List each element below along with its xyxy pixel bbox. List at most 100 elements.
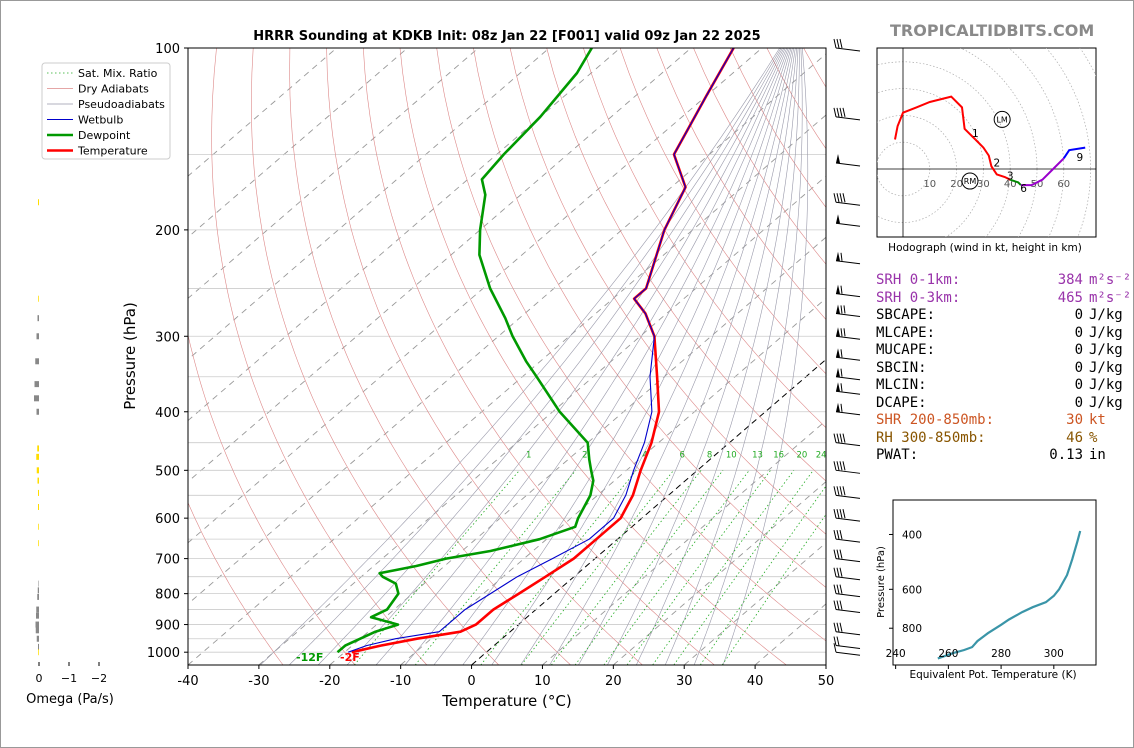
omega-bar <box>38 295 39 302</box>
wind-barb-shaft <box>835 356 861 361</box>
mixing-ratio-line <box>721 513 826 665</box>
thetae-y-tick-label: 800 <box>902 623 922 635</box>
stat-label: SBCIN: <box>876 359 927 376</box>
wind-barb-shaft <box>835 222 861 227</box>
mixing-ratio-label: 10 <box>726 451 737 461</box>
hodograph-trace <box>974 138 1011 181</box>
mixing-ratio-line <box>550 470 702 665</box>
dry-adiabat <box>251 48 500 665</box>
stat-row: PWAT: 0.13 in <box>876 447 1131 465</box>
wind-barb-flag <box>836 382 840 392</box>
wind-barb-shaft <box>835 335 861 340</box>
wind-barb-feather <box>842 107 846 117</box>
watermark: TROPICALTIDBITS.COM <box>890 21 1095 40</box>
mixing-ratio-label: 30 <box>840 451 851 461</box>
isotherm-line <box>329 236 826 665</box>
omega-bar <box>36 453 39 460</box>
legend-label: Pseudoadiabats <box>78 98 165 111</box>
wind-barb-shaft <box>835 517 861 522</box>
wind-barb-shaft <box>835 538 861 543</box>
dry-adiabat <box>289 48 571 665</box>
surface-dewpoint-label: -12F <box>296 651 323 664</box>
wind-barb-shaft <box>835 651 861 656</box>
wind-barb-feather <box>840 285 843 294</box>
wind-barb-shaft <box>835 162 861 167</box>
mixing-ratio-line <box>673 470 814 665</box>
y-tick-label: 900 <box>155 619 180 634</box>
wind-barb-feather <box>836 38 840 49</box>
wind-barb-feather <box>839 509 843 519</box>
mixing-ratio-label: 4 <box>642 451 647 461</box>
wind-barb-feather <box>833 38 837 49</box>
dry-adiabat <box>546 48 826 482</box>
wind-barb-feather <box>836 567 840 577</box>
wind-barb-feather <box>839 600 843 610</box>
wind-barb-feather <box>833 567 837 577</box>
stat-value: 46 <box>1066 429 1083 446</box>
wind-barb-feather <box>842 433 846 443</box>
stat-value: 0 <box>1074 307 1083 323</box>
stat-label: DCAPE: <box>876 394 927 411</box>
omega-bar <box>36 635 39 642</box>
thetae-plot <box>937 530 1082 660</box>
thetae-ylabel: Pressure (hPa) <box>876 546 887 618</box>
wind-barbs <box>833 38 861 665</box>
dry-adiabat <box>436 48 826 642</box>
dry-adiabat <box>188 333 356 665</box>
wind-barb-feather <box>836 193 840 203</box>
dry-adiabat <box>473 48 826 588</box>
omega-panel: 0 −1 −2 <box>22 199 107 685</box>
legend-label: Temperature <box>77 145 148 158</box>
x-tick-label: -40 <box>177 674 198 689</box>
isotherm-line <box>188 53 826 605</box>
mixing-ratio-line <box>652 470 795 665</box>
wind-barb-feather <box>833 530 837 540</box>
stat-label: SRH 0-3km: <box>876 289 961 306</box>
surface-temp-label: -2F <box>340 651 360 664</box>
wind-barb-shaft <box>835 469 861 474</box>
hodograph-ring-label: 60 <box>1057 179 1070 190</box>
pseudoadiabat <box>636 48 799 665</box>
skewt-legend: Sat. Mix. Ratio Dry Adiabats Pseudoadiabat… <box>41 62 171 160</box>
mixing-ratio-line <box>521 470 674 665</box>
hodograph-grid: 10 20 30 40 50 60 1 236 9 LM RM <box>877 48 1096 237</box>
hodograph-ring-label: 20 <box>950 179 963 190</box>
omega-bar <box>38 540 39 547</box>
wind-barb-flag <box>836 251 840 261</box>
pseudoadiabat <box>578 48 796 665</box>
wind-barb-shaft <box>835 645 861 650</box>
temperature-line <box>351 48 735 654</box>
wind-barb-feather <box>842 509 846 519</box>
pseudoadiabat <box>346 48 785 665</box>
storm-motion-marker <box>961 172 979 190</box>
stat-row: MLCAPE: 0 J/kg <box>876 325 1131 343</box>
wind-barb-feather <box>833 193 837 203</box>
stat-unit: m²s⁻² <box>1089 289 1132 306</box>
wind-barb-feather <box>839 622 843 632</box>
wind-barb-feather <box>833 636 837 646</box>
stat-unit: m²s⁻² <box>1089 272 1132 288</box>
dry-adiabat <box>211 48 428 665</box>
stat-unit: J/kg <box>1089 307 1123 323</box>
storm-motion-label: RM <box>964 177 977 186</box>
wind-barb-feather <box>836 600 840 610</box>
wind-barb-feather <box>836 433 840 443</box>
omega-bar <box>38 643 39 650</box>
stat-unit: J/kg <box>1089 394 1123 411</box>
wind-barb-shaft <box>835 631 861 636</box>
dry-adiabat <box>509 48 826 535</box>
hodograph-trace <box>1020 157 1065 187</box>
omega-bar <box>37 477 39 484</box>
pseudoadiabat <box>693 48 803 665</box>
stat-unit: J/kg <box>1089 324 1123 341</box>
wind-barb-feather <box>836 636 840 646</box>
wind-barb-flag <box>836 214 840 224</box>
hodograph-panel: 10 20 30 40 50 60 1 236 9 LM RM <box>876 47 1097 238</box>
thetae-x-tick-label: 300 <box>1044 648 1064 660</box>
legend-label: Dewpoint <box>78 129 131 142</box>
pseudoadiabat <box>404 48 788 665</box>
wind-barb-feather <box>842 193 846 203</box>
stat-label: MLCIN: <box>876 377 927 393</box>
omega-tick-label: 0 <box>36 672 43 685</box>
pseudoadiabat <box>520 48 793 665</box>
